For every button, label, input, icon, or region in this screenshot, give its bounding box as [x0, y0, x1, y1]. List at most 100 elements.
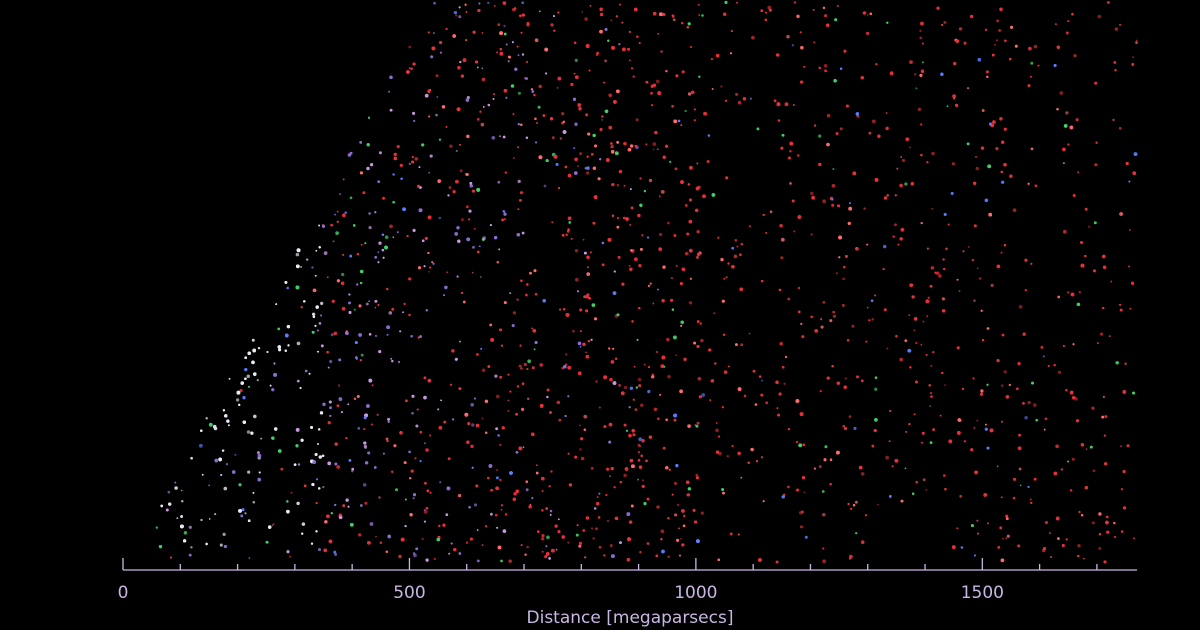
galaxy	[852, 504, 856, 507]
galaxy	[999, 7, 1003, 11]
galaxy	[231, 470, 236, 474]
galaxy	[587, 266, 589, 269]
galaxy	[784, 102, 789, 107]
galaxy	[638, 437, 643, 442]
galaxy	[585, 171, 590, 175]
galaxy	[598, 545, 602, 549]
galaxy	[400, 177, 403, 181]
galaxy	[517, 91, 521, 95]
galaxy	[909, 146, 911, 149]
galaxy	[765, 232, 767, 234]
galaxy	[668, 468, 671, 471]
galaxy	[629, 459, 634, 463]
galaxy	[168, 502, 172, 506]
galaxy	[496, 469, 498, 471]
galaxy	[900, 156, 903, 158]
galaxy	[412, 497, 415, 500]
galaxy	[930, 392, 932, 394]
galaxy	[498, 248, 501, 251]
galaxy	[680, 537, 682, 540]
galaxy	[375, 335, 377, 337]
galaxy	[665, 418, 668, 422]
galaxy	[368, 212, 371, 215]
galaxy	[408, 162, 412, 166]
galaxy	[419, 431, 423, 434]
galaxy	[435, 74, 439, 78]
galaxy	[657, 288, 659, 291]
galaxy	[539, 363, 544, 367]
galaxy	[908, 423, 911, 426]
galaxy	[425, 448, 429, 452]
galaxy	[520, 31, 523, 34]
galaxy	[604, 59, 607, 63]
galaxy	[521, 1, 524, 4]
galaxy	[1030, 147, 1034, 151]
galaxy	[174, 486, 178, 490]
galaxy	[973, 181, 977, 185]
galaxy	[1030, 75, 1032, 78]
galaxy	[754, 403, 758, 406]
galaxy	[947, 223, 950, 226]
galaxy	[273, 427, 278, 431]
galaxy	[801, 335, 805, 338]
galaxy	[1129, 307, 1132, 310]
galaxy	[314, 324, 317, 327]
galaxy	[1055, 444, 1059, 449]
galaxy	[787, 428, 790, 431]
galaxy	[562, 308, 566, 311]
galaxy	[181, 500, 184, 503]
galaxy	[364, 242, 367, 245]
galaxy	[1054, 23, 1057, 26]
galaxy	[638, 307, 641, 310]
galaxy	[921, 42, 924, 45]
galaxy	[482, 236, 486, 240]
galaxy	[1119, 23, 1121, 26]
galaxy	[683, 357, 687, 361]
galaxy	[476, 353, 479, 356]
galaxy	[428, 115, 430, 118]
galaxy	[454, 357, 458, 361]
galaxy	[295, 444, 299, 448]
galaxy	[499, 48, 502, 51]
galaxy	[725, 276, 728, 279]
galaxy	[336, 210, 339, 213]
galaxy	[687, 183, 691, 186]
galaxy	[1030, 262, 1033, 265]
galaxy	[374, 306, 377, 309]
galaxy	[778, 288, 782, 292]
galaxy	[909, 60, 913, 64]
galaxy	[445, 126, 448, 128]
galaxy	[696, 162, 699, 165]
galaxy	[308, 372, 311, 375]
galaxy	[680, 324, 683, 327]
galaxy	[1073, 54, 1077, 58]
galaxy	[865, 340, 868, 343]
galaxy	[611, 183, 615, 187]
galaxy	[951, 162, 956, 166]
galaxy	[222, 409, 226, 412]
galaxy	[943, 20, 947, 24]
galaxy	[973, 426, 976, 430]
galaxy	[228, 424, 230, 427]
galaxy	[662, 12, 666, 17]
galaxy	[515, 412, 518, 416]
galaxy	[885, 455, 889, 460]
galaxy	[1040, 345, 1044, 349]
galaxy	[419, 335, 422, 338]
galaxy	[1062, 344, 1065, 348]
galaxy	[448, 186, 452, 189]
galaxy	[469, 537, 473, 541]
galaxy	[1088, 225, 1091, 228]
galaxy	[642, 479, 644, 482]
galaxy	[512, 157, 515, 159]
galaxy	[389, 224, 393, 229]
galaxy	[395, 488, 398, 492]
galaxy	[525, 60, 529, 64]
galaxy	[342, 213, 346, 218]
galaxy	[526, 545, 529, 549]
galaxy	[320, 344, 324, 348]
galaxy	[368, 226, 372, 230]
galaxy	[457, 493, 462, 498]
galaxy	[861, 379, 864, 383]
galaxy	[341, 272, 345, 277]
